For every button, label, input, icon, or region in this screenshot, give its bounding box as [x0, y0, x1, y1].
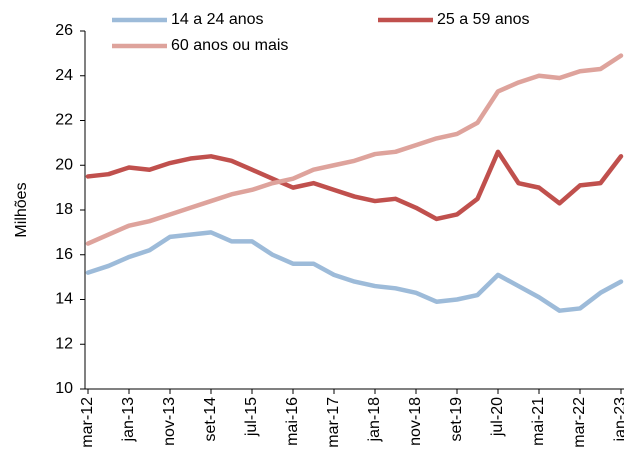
x-tick-label: mar-22	[571, 397, 588, 448]
y-tick-label: 16	[55, 246, 73, 263]
y-tick-label: 22	[55, 112, 73, 129]
legend-label: 25 a 59 anos	[437, 11, 530, 28]
series-line	[85, 230, 624, 313]
y-tick-label: 20	[55, 156, 73, 173]
legend-label: 60 anos ou mais	[171, 37, 288, 54]
x-tick-label: set-14	[202, 397, 219, 442]
x-tick-label: mai-21	[530, 397, 547, 446]
series-line	[85, 149, 624, 222]
x-tick-label: jul-15	[243, 397, 260, 437]
series-line	[85, 53, 624, 246]
x-tick-label: jan-23	[612, 397, 624, 443]
y-axis-label: Milhões	[13, 182, 30, 237]
x-tick-label: mar-17	[325, 397, 342, 448]
x-tick-label: jan-13	[120, 397, 137, 443]
x-tick-label: set-19	[448, 397, 465, 442]
x-tick-label: nov-13	[161, 397, 178, 446]
y-tick-label: 26	[55, 22, 73, 39]
x-tick-label: jul-20	[489, 397, 506, 437]
legend-label: 14 a 24 anos	[171, 11, 264, 28]
y-tick-label: 18	[55, 201, 73, 218]
y-tick-label: 12	[55, 335, 73, 352]
x-tick-label: mai-16	[284, 397, 301, 446]
x-tick-label: mar-12	[79, 397, 96, 448]
x-tick-label: nov-18	[407, 397, 424, 446]
y-tick-label: 14	[55, 291, 73, 308]
y-tick-label: 24	[55, 67, 73, 84]
x-tick-label: jan-18	[366, 397, 383, 443]
y-tick-label: 10	[55, 380, 73, 397]
